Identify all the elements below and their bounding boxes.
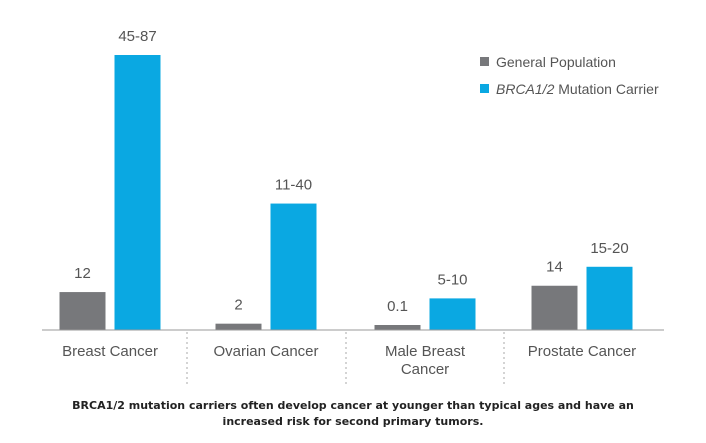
value-label-mutation-carrier-4: 15-20 <box>590 240 628 257</box>
chart-caption: BRCA1/2 mutation carriers often develop … <box>0 398 706 430</box>
category-label-3-line-1: Male Breast <box>385 343 466 360</box>
category-dividers <box>186 332 505 385</box>
value-label-general-population-4: 14 <box>546 259 563 276</box>
bar-general-population-2 <box>215 323 262 330</box>
value-label-general-population-2: 2 <box>234 297 242 314</box>
bar-mutation-carrier-2 <box>270 203 317 330</box>
legend-swatch-general-population <box>480 57 489 66</box>
value-label-mutation-carrier-3: 5-10 <box>437 271 467 288</box>
bar-general-population-1 <box>59 292 106 330</box>
category-labels: Breast Cancer Ovarian Cancer Male BreastCa… <box>62 343 636 378</box>
bar-general-population-4 <box>531 285 578 330</box>
legend-swatch-mutation-carrier <box>480 84 489 93</box>
legend-label-mutation-carrier: BRCA1/2 Mutation Carrier <box>496 81 659 97</box>
bar-mutation-carrier-4 <box>586 266 633 330</box>
caption-line-2: increased risk for second primary tumors… <box>222 415 484 428</box>
bar-mutation-carrier-3 <box>429 298 476 330</box>
value-label-general-population-3: 0.1 <box>387 298 408 315</box>
category-label-3-line-2: Cancer <box>401 361 449 378</box>
value-label-general-population-1: 12 <box>74 265 91 282</box>
legend-label-mutation-carrier-rest: Mutation Carrier <box>554 81 659 97</box>
category-label-1: Breast Cancer <box>62 343 158 360</box>
legend-label-general-population: General Population <box>496 54 616 70</box>
category-label-4: Prostate Cancer <box>528 343 636 360</box>
category-label-2: Ovarian Cancer <box>213 343 318 360</box>
value-label-mutation-carrier-1: 45-87 <box>118 28 156 45</box>
value-label-mutation-carrier-2: 11-40 <box>275 177 312 194</box>
bar-general-population-3 <box>374 325 421 330</box>
legend: General Population BRCA1/2 Mutation Carr… <box>480 54 659 97</box>
legend-label-brca-italic: BRCA1/2 <box>496 81 555 97</box>
bars-layer: 12 2 0.1 14 45-87 11-40 5-10 15-20 <box>59 28 633 330</box>
caption-line-1: BRCA1/2 mutation carriers often develop … <box>72 399 634 412</box>
bar-mutation-carrier-1 <box>114 55 161 330</box>
bar-chart: 12 2 0.1 14 45-87 11-40 5-10 15-20 Breast Cance… <box>42 28 664 385</box>
